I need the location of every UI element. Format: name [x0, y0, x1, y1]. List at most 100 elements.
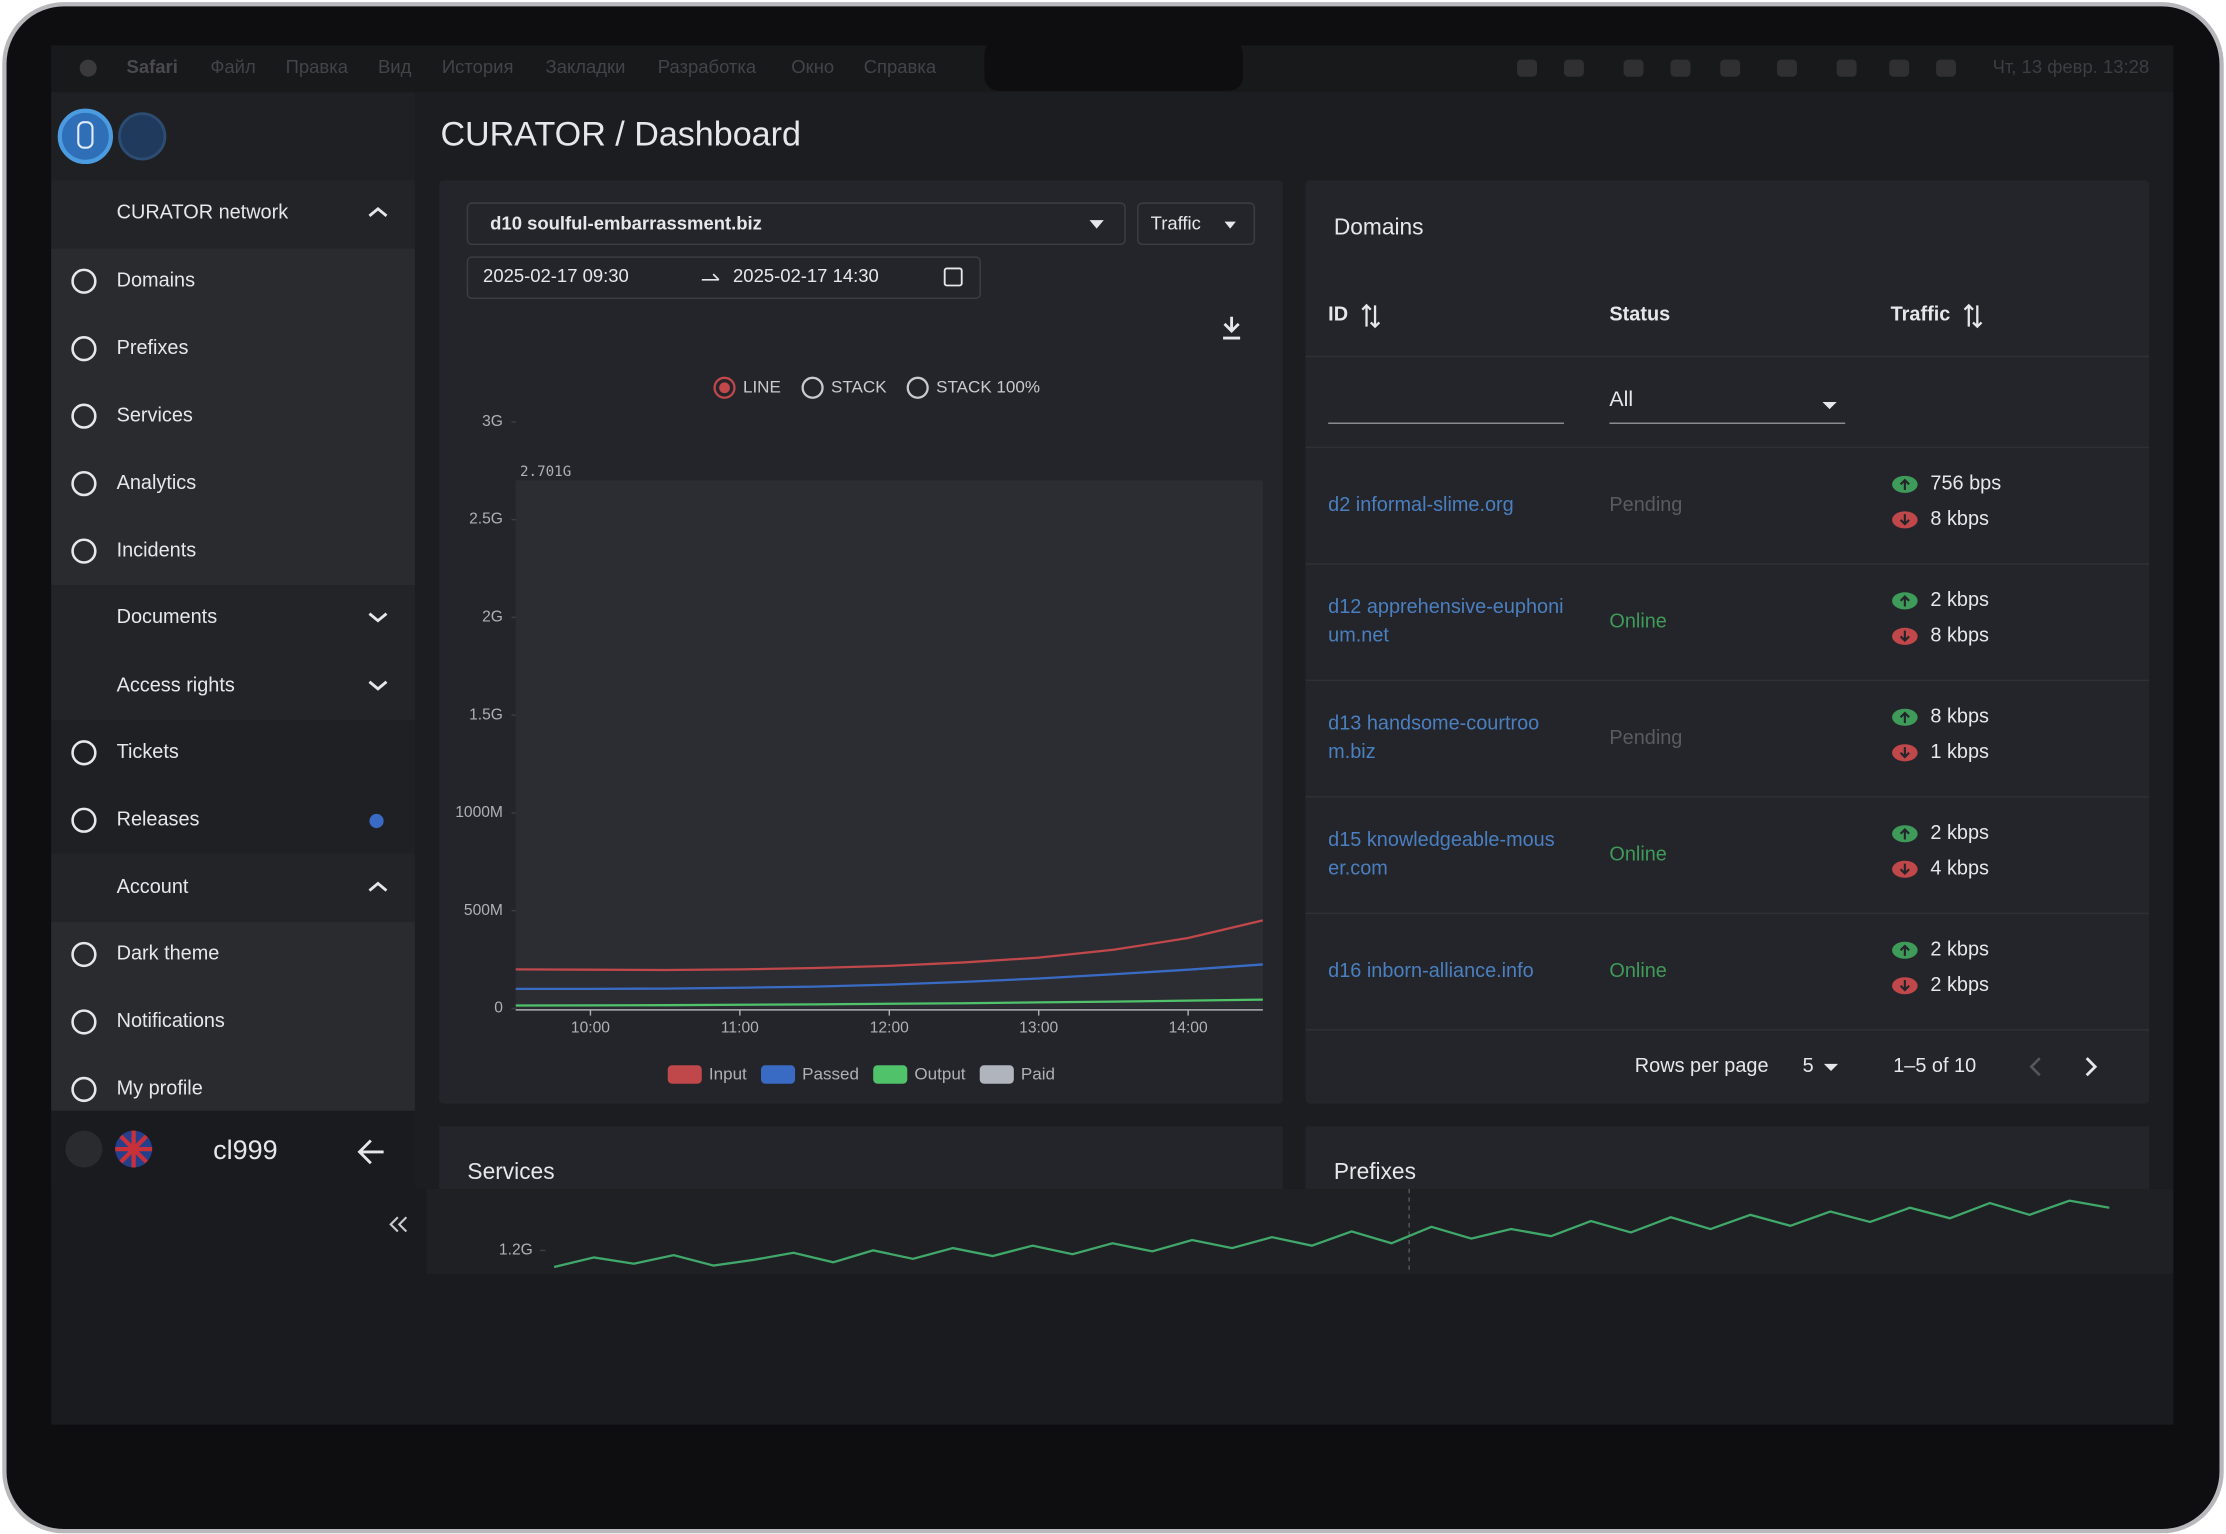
nav-item[interactable]: Services [117, 404, 193, 426]
date-to: 2025-02-17 14:30 [733, 265, 879, 286]
domain-link[interactable]: m.biz [1328, 741, 1375, 763]
nav-item[interactable]: Prefixes [117, 337, 189, 359]
domain-link[interactable]: um.net [1328, 625, 1389, 647]
nav-icon [71, 1009, 97, 1035]
nav-item[interactable]: My profile [117, 1078, 203, 1100]
nav-icon [71, 807, 97, 833]
column-header[interactable]: Traffic [1891, 304, 1951, 326]
nav-item[interactable]: Dark theme [117, 943, 220, 965]
x-tick-label: 12:00 [870, 1019, 909, 1036]
sort-icon[interactable] [1963, 303, 1983, 329]
traffic-down: 4 kbps [1930, 858, 1989, 880]
radio[interactable] [713, 376, 736, 399]
down-arrow [1899, 630, 1910, 643]
nav-item[interactable]: Analytics [117, 472, 197, 494]
y-tick-label: 500M [464, 902, 503, 919]
nav-item[interactable]: Documents [117, 606, 218, 628]
status-icon [1936, 59, 1956, 77]
nav-item[interactable]: Access rights [117, 674, 235, 696]
domain-link[interactable]: er.com [1328, 858, 1388, 880]
sidebar-group [51, 585, 415, 721]
nav-item[interactable]: Releases [117, 809, 200, 831]
series-line [553, 1199, 2110, 1269]
down-arrow [1899, 863, 1910, 876]
avatar [65, 1130, 103, 1168]
nav-item[interactable]: Tickets [117, 741, 179, 763]
sidebar-group [51, 853, 415, 922]
menu-item: Закладки [546, 56, 626, 77]
y-tick-label: 1.2G [499, 1242, 533, 1259]
domain-link[interactable]: d12 apprehensive-euphoni [1328, 596, 1563, 618]
radio[interactable] [801, 376, 824, 399]
up-arrow [1899, 827, 1910, 840]
traffic-down: 8 kbps [1930, 508, 1989, 530]
traffic-up: 2 kbps [1930, 938, 1989, 960]
column-header: Status [1609, 304, 1670, 326]
y-tick-label: 1000M [455, 804, 503, 821]
logo [57, 108, 114, 165]
radio-label[interactable]: LINE [743, 377, 781, 396]
domain-link[interactable]: d15 knowledgeable-mous [1328, 829, 1555, 851]
legend-swatch [873, 1065, 908, 1084]
traffic-up: 2 kbps [1930, 589, 1989, 611]
y-tick-label: 0 [494, 1000, 503, 1017]
y-tick-label: 1.5G [469, 706, 503, 723]
date-range[interactable] [466, 256, 981, 299]
nav-item[interactable]: Domains [117, 269, 195, 291]
domain-link[interactable]: d13 handsome-courtroo [1328, 713, 1539, 735]
rows-per-page[interactable]: 5 [1803, 1055, 1814, 1077]
traffic-down: 2 kbps [1930, 974, 1989, 996]
nav-icon [71, 1076, 97, 1103]
domain-select[interactable] [466, 202, 1126, 246]
legend-label: Passed [802, 1065, 859, 1084]
legend-swatch [979, 1065, 1014, 1084]
calendar-icon [943, 267, 963, 287]
username[interactable]: cl999 [213, 1135, 277, 1165]
up-arrow [1899, 478, 1910, 491]
chevron [368, 206, 388, 217]
traffic-down: 1 kbps [1930, 741, 1989, 763]
rows-per-page-label: Rows per page [1635, 1055, 1769, 1077]
x-tick-label: 11:00 [721, 1019, 759, 1036]
metric-select[interactable] [1137, 202, 1256, 246]
nav-item[interactable]: Notifications [117, 1010, 225, 1032]
x-tick-label: 10:00 [571, 1019, 610, 1036]
radio[interactable] [906, 376, 929, 399]
y-tick-label: 2G [482, 609, 503, 626]
menu-clock: Чт, 13 февр. 13:28 [1993, 56, 2150, 77]
prev-page[interactable] [2029, 1057, 2041, 1077]
max-annotation: 2.701G [520, 464, 571, 480]
apple-icon [79, 59, 97, 77]
download-icon[interactable] [1223, 316, 1241, 340]
radio-dot [719, 382, 730, 394]
up-arrow [1899, 595, 1910, 607]
status-icon [1563, 59, 1584, 77]
radio-label[interactable]: STACK [831, 377, 887, 396]
series-line [515, 919, 1264, 972]
status-icon [1889, 59, 1910, 77]
radio-label[interactable]: STACK 100% [936, 377, 1040, 396]
status-filter[interactable]: All [1609, 387, 1633, 411]
next-page[interactable] [2085, 1057, 2098, 1077]
sort-icon[interactable] [1361, 303, 1381, 329]
column-header[interactable]: ID [1328, 304, 1348, 326]
domain-link[interactable]: d2 informal-slime.org [1328, 494, 1514, 516]
metric-select-value: Traffic [1151, 212, 1201, 233]
user-bar [51, 1110, 415, 1189]
series-line [515, 963, 1263, 990]
status: Online [1609, 610, 1666, 632]
nav-item[interactable]: CURATOR network [117, 201, 289, 223]
caret [1089, 220, 1104, 229]
status: Online [1609, 960, 1666, 982]
domain-link[interactable]: d16 inborn-alliance.info [1328, 960, 1534, 982]
menu-app: Safari [127, 56, 178, 77]
nav-item[interactable]: Incidents [117, 539, 197, 561]
status-icon [1777, 59, 1797, 77]
nav-item[interactable]: Account [117, 876, 189, 898]
traffic-up: 756 bps [1930, 473, 2001, 495]
chevron [368, 680, 388, 691]
domains-card [1305, 180, 2150, 1104]
y-tick-label: 2.5G [469, 511, 503, 528]
menu-item: Разработка [658, 56, 757, 77]
down-arrow [1899, 514, 1910, 526]
